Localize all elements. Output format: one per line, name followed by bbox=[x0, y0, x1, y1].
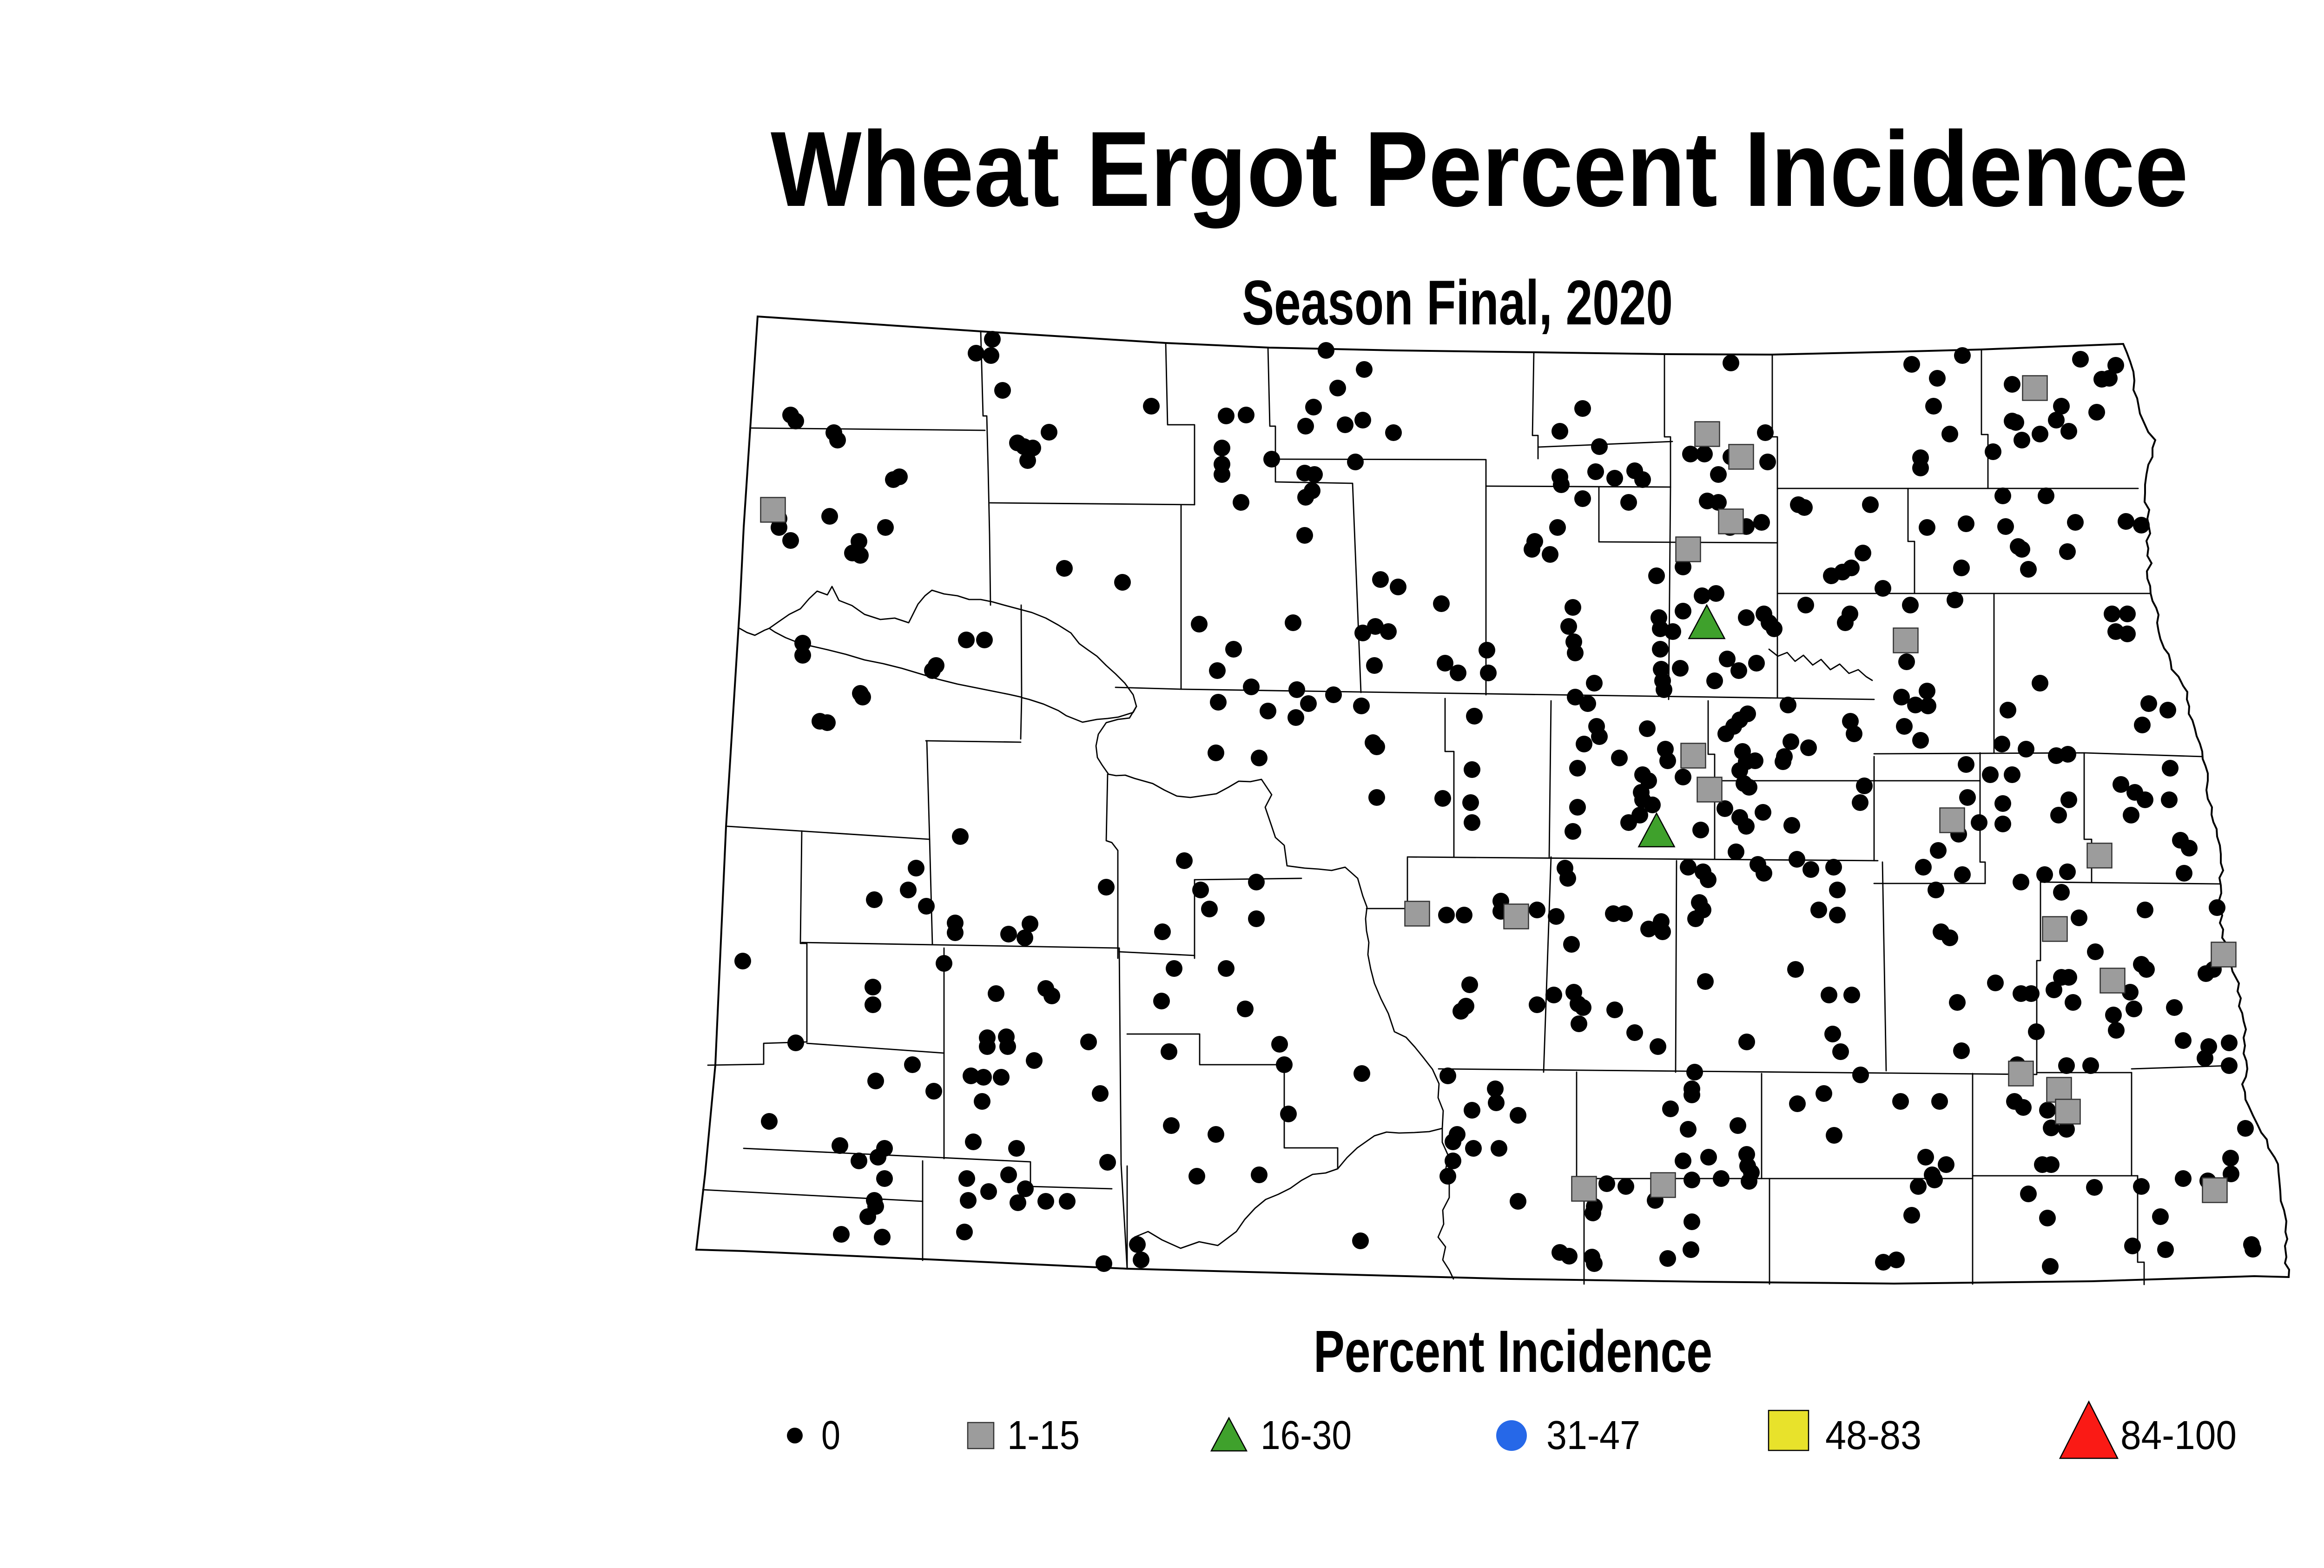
svg-text:Season Final, 2020: Season Final, 2020 bbox=[1242, 267, 1673, 338]
svg-text:Percent Incidence: Percent Incidence bbox=[1314, 1318, 1712, 1385]
svg-text:0: 0 bbox=[821, 1413, 840, 1458]
svg-text:84-100: 84-100 bbox=[2120, 1413, 2237, 1458]
svg-text:Wheat Ergot Percent Incidence: Wheat Ergot Percent Incidence bbox=[771, 109, 2188, 229]
svg-text:1-15: 1-15 bbox=[1007, 1413, 1080, 1458]
svg-text:31-47: 31-47 bbox=[1546, 1413, 1640, 1458]
svg-text:48-83: 48-83 bbox=[1825, 1413, 1921, 1458]
svg-text:16-30: 16-30 bbox=[1261, 1413, 1352, 1458]
